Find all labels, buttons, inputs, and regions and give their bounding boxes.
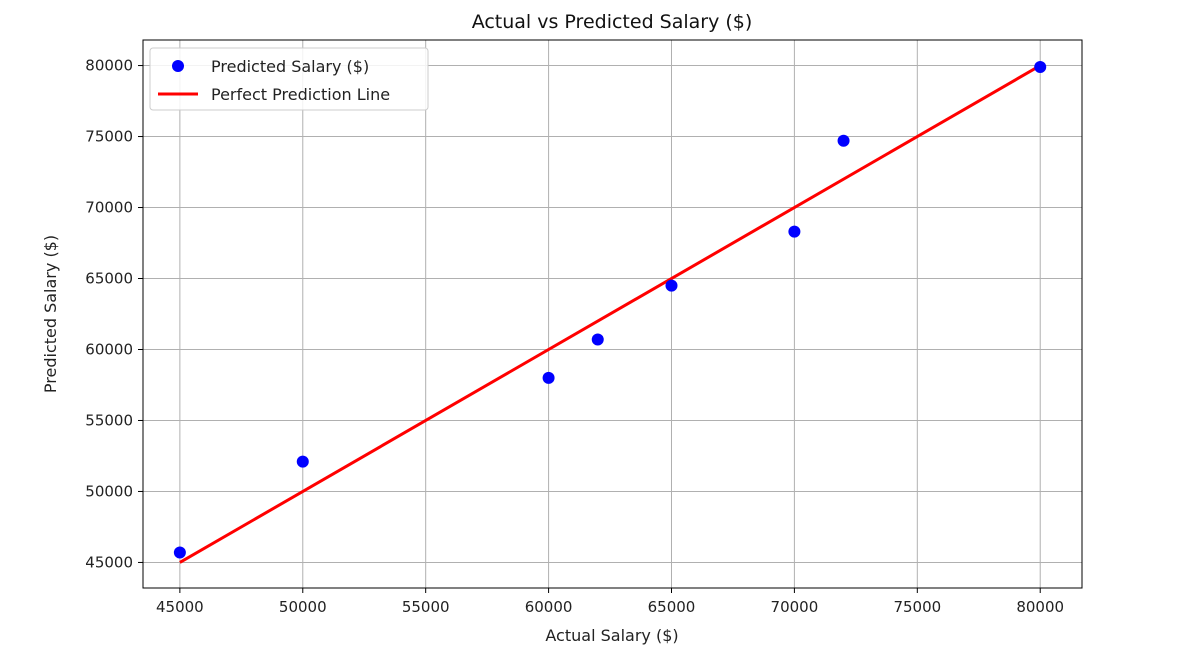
y-axis-ticks: 45000 50000 55000 60000 65000 70000 75000 80000 (85, 57, 143, 571)
x-tick-label: 75000 (893, 598, 941, 616)
legend-label-perfect-line: Perfect Prediction Line (211, 85, 390, 104)
perfect-prediction-line (179, 64, 1041, 564)
scatter-point (591, 333, 604, 346)
y-tick-label: 60000 (85, 340, 133, 358)
scatter-point (542, 371, 555, 384)
legend-box (149, 47, 429, 111)
legend: Predicted Salary ($) Perfect Prediction … (149, 47, 429, 111)
y-tick-label: 45000 (85, 553, 133, 571)
scatter-point (296, 455, 309, 468)
scatter-point (1034, 60, 1047, 73)
x-tick-label: 80000 (1016, 598, 1064, 616)
scatter-point (837, 134, 850, 147)
scatter-point (173, 546, 186, 559)
x-axis-title: Actual Salary ($) (545, 626, 678, 645)
scatter-point (665, 279, 678, 292)
y-tick-label: 55000 (85, 411, 133, 429)
point-layer (173, 60, 1047, 559)
y-tick-label: 70000 (85, 199, 133, 217)
line-layer (179, 64, 1041, 564)
y-tick-label: 50000 (85, 482, 133, 500)
legend-marker-scatter (172, 60, 184, 72)
x-tick-label: 60000 (525, 598, 573, 616)
scatter-point (788, 225, 801, 238)
y-tick-label: 65000 (85, 270, 133, 288)
x-tick-label: 65000 (648, 598, 696, 616)
chart-title: Actual vs Predicted Salary ($) (472, 11, 753, 33)
x-tick-label: 50000 (279, 598, 327, 616)
grid-layer (143, 40, 1082, 588)
y-tick-label: 80000 (85, 57, 133, 75)
x-tick-label: 45000 (156, 598, 204, 616)
x-tick-label: 55000 (402, 598, 450, 616)
y-tick-label: 75000 (85, 128, 133, 146)
plot-area-frame (142, 39, 1083, 589)
y-axis-title: Predicted Salary ($) (41, 235, 60, 393)
legend-label-predicted: Predicted Salary ($) (211, 57, 369, 76)
x-tick-label: 70000 (771, 598, 819, 616)
x-axis-ticks: 45000 50000 55000 60000 65000 70000 75000 80000 (156, 588, 1064, 616)
